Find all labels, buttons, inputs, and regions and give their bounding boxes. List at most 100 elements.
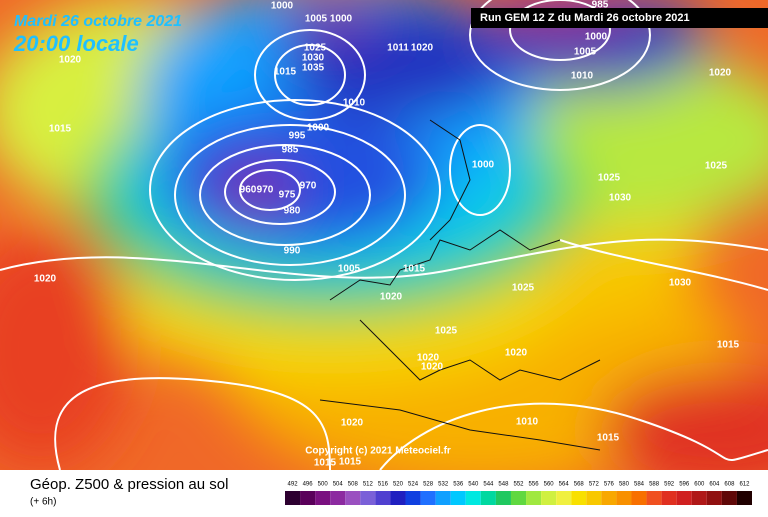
colorbar-swatch <box>465 491 481 505</box>
colorbar-label: 500 <box>318 482 329 488</box>
colorbar-label: 612 <box>739 482 750 488</box>
colorbar-label: 492 <box>288 482 299 488</box>
colorbar-swatch <box>510 491 527 505</box>
colorbar-label: 572 <box>589 482 600 488</box>
colorbar-swatch <box>285 491 301 505</box>
isobar-label: 1015 <box>49 124 72 135</box>
isobar-label: 1030 <box>302 53 325 64</box>
isobar-label: 1020 <box>411 43 434 54</box>
colorbar-label: 532 <box>438 482 449 488</box>
isobar-label: 1020 <box>709 68 732 79</box>
isobar-label: 1005 <box>338 264 361 275</box>
date: Mardi 26 octobre 2021 <box>14 13 182 30</box>
colorbar-swatch <box>676 491 692 505</box>
colorbar-label: 552 <box>513 482 524 488</box>
colorbar-swatch <box>601 491 617 505</box>
isobar-label: 985 <box>592 0 609 11</box>
isobar-label: 1035 <box>302 63 325 74</box>
time: 20:00 locale <box>13 31 139 56</box>
colorbar-swatch <box>631 491 647 505</box>
isobar-label: 1000 <box>271 1 294 12</box>
colorbar-label: 508 <box>348 482 359 488</box>
isobar-label: 1015 <box>597 433 620 444</box>
colorbar-swatch <box>691 491 707 505</box>
isobar-label: 1020 <box>417 353 440 364</box>
isobar-label: 1025 <box>598 173 621 184</box>
colorbar-swatch <box>360 491 376 505</box>
isobar-label: 1015 <box>314 458 337 469</box>
coastlines <box>319 119 601 451</box>
isobar-label: 1000 <box>585 32 608 43</box>
colorbar-label: 544 <box>483 482 494 488</box>
colorbar-swatch <box>345 491 361 505</box>
isobar-label: 970 <box>300 181 317 192</box>
colorbar-label: 548 <box>498 482 509 488</box>
colorbar-swatch <box>526 491 542 505</box>
colorbar-swatch <box>420 491 436 505</box>
colorbar-label: 512 <box>363 482 374 488</box>
isobar-label: 1000 <box>472 160 495 171</box>
isobars <box>0 0 768 470</box>
colorbar-label: 528 <box>423 482 434 488</box>
footer-title: Géop. Z500 & pression au sol <box>30 476 228 493</box>
isobar-label: 1015 <box>274 67 297 78</box>
colorbar: 492 496 500 504 508 512 516 520 524 528 532 536 540 5… <box>285 482 752 505</box>
colorbar-label: 496 <box>303 482 314 488</box>
colorbar-label: 520 <box>393 482 404 488</box>
colorbar-label: 516 <box>378 482 389 488</box>
colorbar-swatch <box>300 491 316 505</box>
isobar-label: 970 <box>257 185 274 196</box>
colorbar-swatch <box>405 491 421 505</box>
isobar-label: 990 <box>284 246 301 257</box>
copyright: Copyright (c) 2021 Meteociel.fr <box>305 446 451 457</box>
colorbar-label: 588 <box>649 482 660 488</box>
isobar-label: 1020 <box>380 292 403 303</box>
colorbar-swatch <box>495 491 511 505</box>
colorbar-label: 504 <box>333 482 344 488</box>
colorbar-swatch <box>616 491 632 505</box>
colorbar-label: 600 <box>694 482 705 488</box>
isobar-label: 1005 <box>305 14 328 25</box>
isobar-label: 1025 <box>304 43 327 54</box>
colorbar-label: 592 <box>664 482 675 488</box>
colorbar-label: 584 <box>634 482 645 488</box>
isobar-label: 1000 <box>307 123 330 134</box>
isobar-label: 1005 <box>574 47 597 58</box>
isobar-label: 1020 <box>341 418 364 429</box>
isobar-label: 1010 <box>343 98 366 109</box>
isobar-label: 1010 <box>571 71 594 82</box>
isobar-label: 1015 <box>403 264 426 275</box>
isobar-label: 1020 <box>34 274 57 285</box>
run-info: Run GEM 12 Z du Mardi 26 octobre 2021 <box>480 12 690 24</box>
colorbar-label: 524 <box>408 482 419 488</box>
isobar-label: 1010 <box>516 417 539 428</box>
colorbar-swatch <box>571 491 587 505</box>
colorbar-swatch <box>541 491 557 505</box>
colorbar-label: 540 <box>468 482 479 488</box>
colorbar-swatch <box>556 491 572 505</box>
colorbar-swatch <box>390 491 406 505</box>
colorbar-swatch <box>375 491 391 505</box>
colorbar-swatch <box>435 491 451 505</box>
colorbar-swatch <box>661 491 677 505</box>
colorbar-label: 536 <box>453 482 464 488</box>
isobar-label: 1015 <box>717 340 740 351</box>
isobar-label: 1020 <box>59 55 82 66</box>
colorbar-label: 560 <box>544 482 555 488</box>
colorbar-label: 608 <box>724 482 735 488</box>
colorbar-swatch <box>646 491 662 505</box>
colorbar-label: 564 <box>559 482 570 488</box>
isobar-label: 1030 <box>669 278 692 289</box>
colorbar-swatch <box>330 491 346 505</box>
colorbar-swatch <box>450 491 466 505</box>
run-box <box>471 8 768 28</box>
colorbar-swatch <box>315 491 331 505</box>
colorbar-label: 580 <box>619 482 630 488</box>
colorbar-swatch <box>586 491 602 505</box>
isobar-label: 1025 <box>512 283 535 294</box>
colorbar-swatch <box>721 491 737 505</box>
isobar-label: 1025 <box>435 326 458 337</box>
